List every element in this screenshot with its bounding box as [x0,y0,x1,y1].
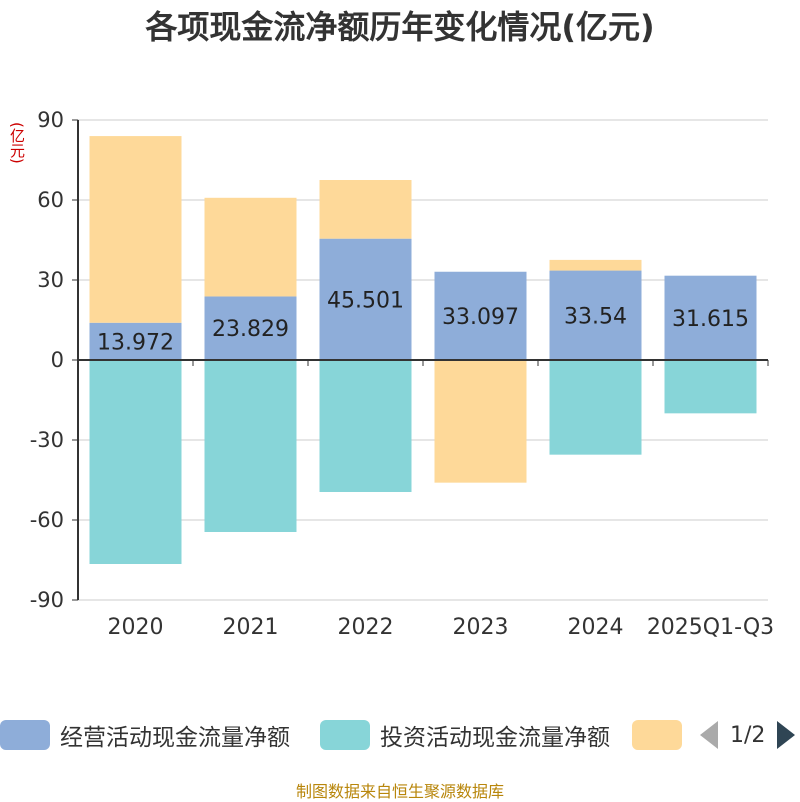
x-tick-label: 2022 [338,615,394,640]
chart-title: 各项现金流净额历年变化情况(亿元) [145,8,655,46]
y-tick-label: 0 [51,348,64,372]
y-axis-unit: (亿元) [8,122,26,164]
prev-page-icon[interactable] [700,721,718,749]
x-tick-label: 2020 [108,615,164,640]
bar-operating [664,275,757,360]
data-label-operating: 45.501 [327,288,404,313]
bar-financing [434,360,527,483]
data-label-operating: 23.829 [212,317,289,342]
data-source-note: 制图数据来自恒生聚源数据库 [295,782,504,801]
next-page-icon[interactable] [777,721,796,749]
legend-item-financing[interactable] [632,715,682,755]
bar-operating [204,296,297,360]
y-tick-label: 60 [37,188,64,212]
data-label-operating: 33.54 [564,304,627,329]
legend-item-operating[interactable]: 经营活动现金流量净额 [0,715,290,755]
y-tick-label: -90 [30,588,64,612]
bar-chart: 90 60 30 0 -30 -60 -90 2020 2021 2022 2023 2024 2025… [30,108,774,640]
x-tick-label: 2021 [223,615,279,640]
bar-investing [549,360,642,455]
legend-swatch-financing [632,720,682,750]
legend-item-investing[interactable]: 投资活动现金流量净额 [320,715,610,755]
legend-pager: 1/2 [700,715,796,755]
data-label-operating: 33.097 [442,305,519,330]
legend-label-investing: 投资活动现金流量净额 [380,725,610,751]
x-tick-label: 2025Q1-Q3 [647,615,774,640]
y-tick-label: 90 [37,108,64,132]
x-tick-label: 2024 [568,615,624,640]
data-label-operating: 13.972 [97,330,174,355]
bar-investing [89,360,182,564]
legend-swatch-investing [320,720,370,750]
legend-label-operating: 经营活动现金流量净额 [60,725,290,751]
bar-investing [204,360,297,532]
bar-operating [89,322,182,360]
y-tick-label: -30 [30,428,64,452]
y-tick-label: 30 [37,268,64,292]
bar-financing [549,259,642,271]
bar-investing [664,360,757,414]
bar-operating [319,238,412,360]
legend-swatch-operating [0,720,50,750]
bar-operating [434,271,527,360]
bar-financing [319,179,412,239]
legend: 经营活动现金流量净额 投资活动现金流量净额 1/2 [0,715,800,755]
data-label-operating: 31.615 [672,307,749,332]
bar-investing [319,360,412,492]
x-tick-label: 2023 [453,615,509,640]
bar-financing [89,136,182,323]
bar-financing [204,197,297,297]
bar-operating [549,270,642,360]
page-indicator: 1/2 [730,722,766,748]
y-tick-label: -60 [30,508,64,532]
